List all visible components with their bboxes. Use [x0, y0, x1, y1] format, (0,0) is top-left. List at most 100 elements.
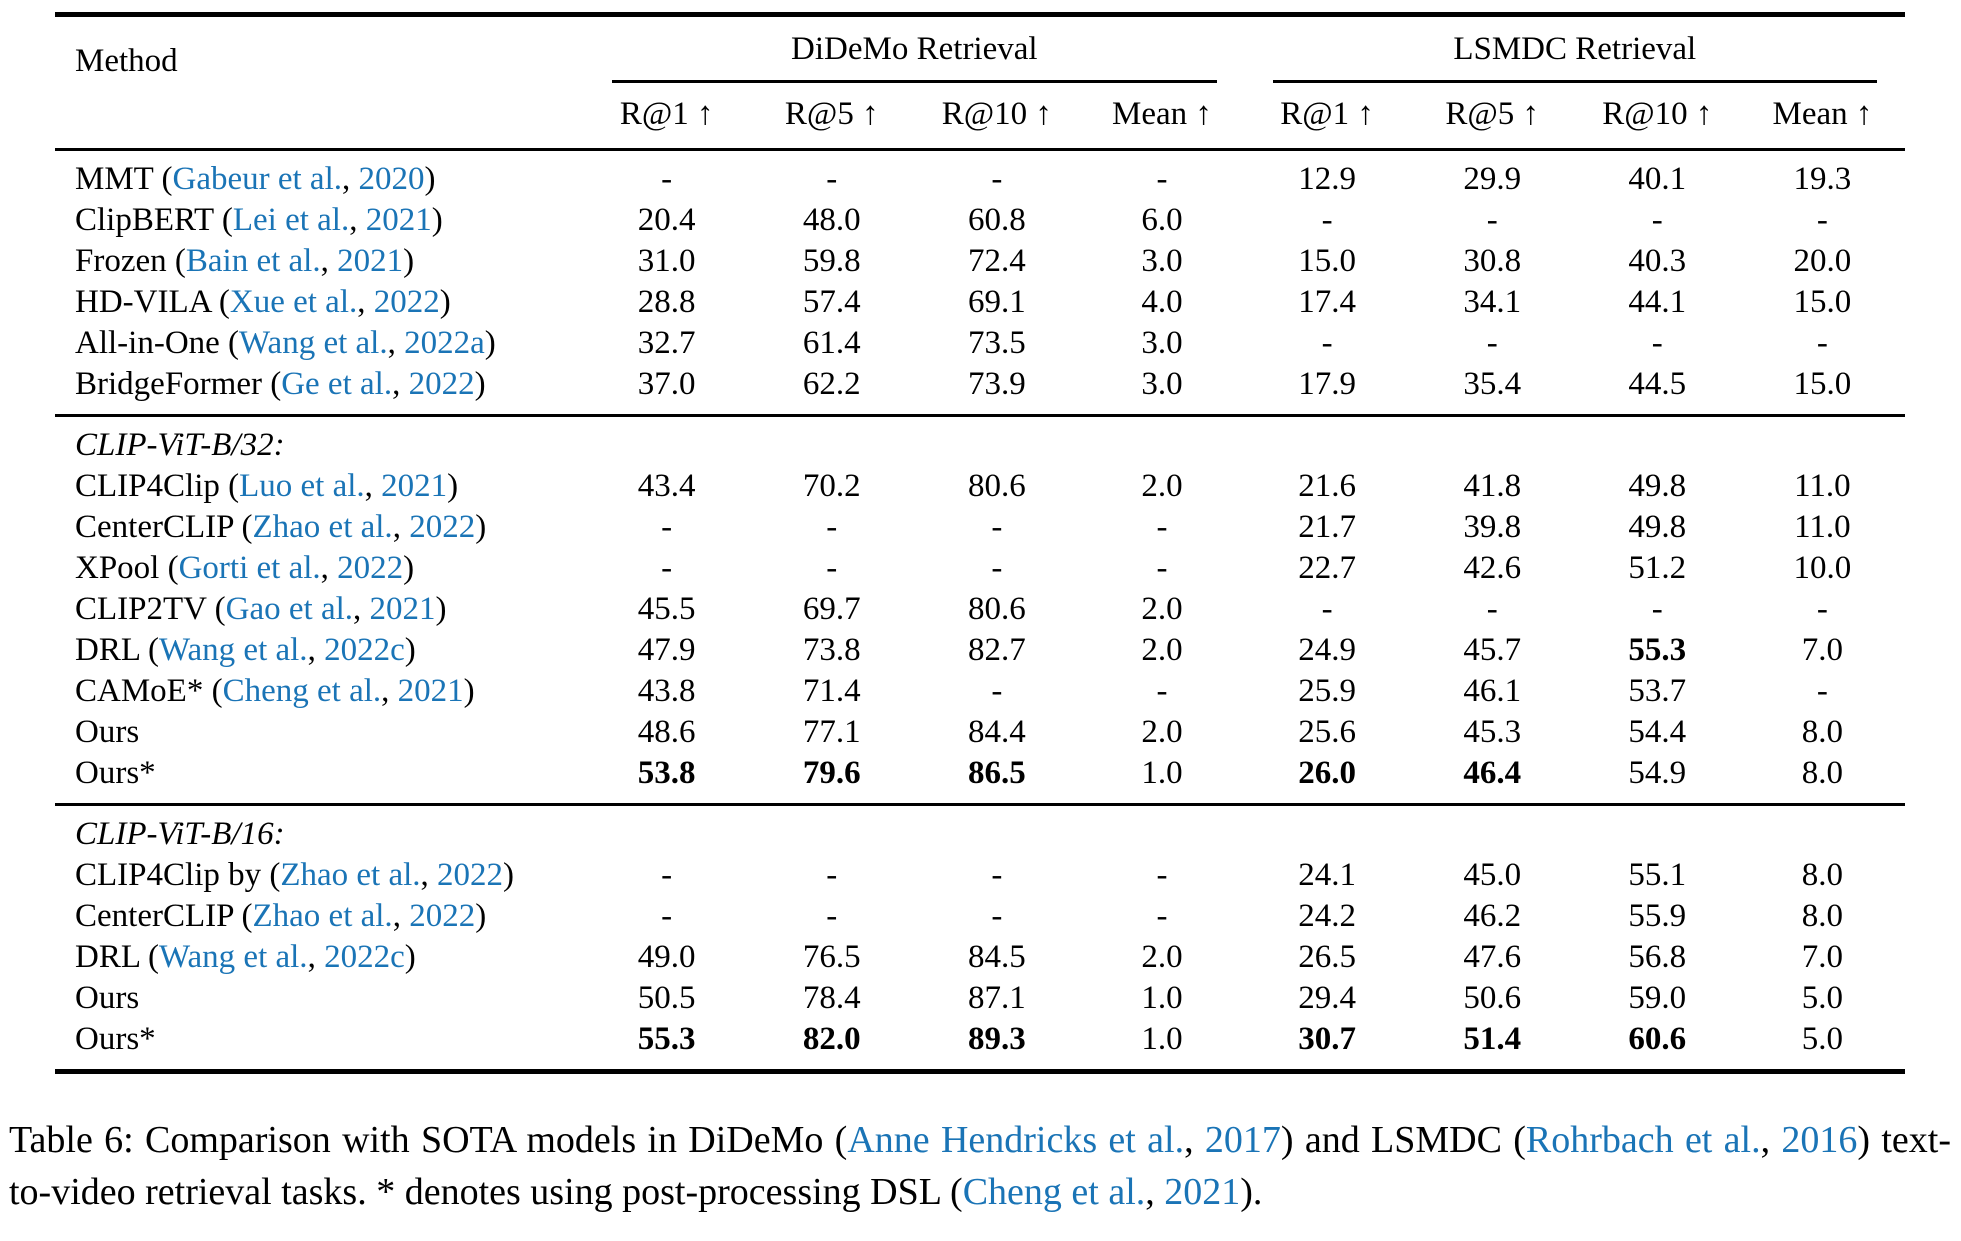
value-cell: 70.2 — [802, 468, 861, 504]
citation-link[interactable]: 2022 — [409, 509, 476, 545]
text-segment: CenterCLIP ( — [75, 509, 253, 545]
value-cell: - — [1651, 591, 1663, 627]
value-cell: 69.1 — [967, 284, 1026, 320]
citation-link[interactable]: Cheng et al. — [222, 673, 382, 709]
citation-link[interactable]: Zhao et al. — [252, 509, 393, 545]
value-cell: 55.9 — [1628, 898, 1687, 934]
table-row: BridgeFormer (Ge et al., 2022) 37.0 62.2 73… — [55, 364, 1905, 416]
table-row: Frozen (Bain et al., 2021) 31.0 59.8 72.4 3.… — [55, 241, 1905, 282]
value-cell: 24.9 — [1298, 632, 1356, 668]
text-segment: CLIP2TV ( — [75, 591, 226, 627]
citation-link[interactable]: Wang et al. — [159, 632, 308, 668]
citation-link[interactable]: 2021 — [369, 591, 436, 627]
citation-link[interactable]: 2022 — [408, 366, 475, 402]
citation-link[interactable]: 2022c — [324, 939, 405, 975]
table-section-2: CLIP-ViT-B/16: CLIP4Clip by (Zhao et al.,… — [55, 804, 1905, 1072]
value-cell: 19.3 — [1793, 161, 1852, 197]
value-cell: 32.7 — [637, 325, 696, 361]
method-cell: Frozen (Bain et al., 2021) — [55, 241, 584, 282]
value-cell: 29.9 — [1463, 161, 1522, 197]
citation-link[interactable]: 2022a — [404, 325, 485, 361]
text-segment: CAMoE* ( — [75, 673, 223, 709]
value-cell: 1.0 — [1141, 755, 1183, 791]
citation-link[interactable]: 2021 — [381, 468, 448, 504]
method-cell: CLIP4Clip (Luo et al., 2021) — [55, 466, 584, 507]
citation-link[interactable]: 2022 — [337, 550, 404, 586]
table-row: DRL (Wang et al., 2022c) 49.0 76.5 84.5 2.0 2… — [55, 937, 1905, 978]
citation-link[interactable]: Zhao et al. — [252, 898, 393, 934]
metric-header-lsmdc-2: R@10 ↑ — [1602, 96, 1713, 132]
text-segment: ) — [484, 325, 496, 361]
citation-link[interactable]: 2020 — [358, 161, 425, 197]
value-cell: 49.8 — [1628, 509, 1687, 545]
value-cell: 15.0 — [1793, 366, 1852, 402]
value-cell: - — [1156, 509, 1168, 545]
citation-link[interactable]: Anne Hendricks et al. — [847, 1119, 1185, 1161]
citation-link[interactable]: Gorti et al. — [178, 550, 321, 586]
value-cell: 49.8 — [1628, 468, 1687, 504]
value-cell: 2.0 — [1141, 632, 1183, 668]
citation-link[interactable]: Gabeur et al. — [172, 161, 343, 197]
value-cell: 55.1 — [1628, 857, 1687, 893]
value-cell: 46.1 — [1463, 673, 1522, 709]
value-cell: 53.8 — [637, 755, 696, 791]
citation-link[interactable]: Rohrbach et al. — [1525, 1119, 1761, 1161]
value-cell: 53.7 — [1628, 673, 1687, 709]
value-cell: 82.7 — [967, 632, 1026, 668]
value-cell: 47.6 — [1463, 939, 1522, 975]
citation-link[interactable]: Xue et al. — [229, 284, 358, 320]
value-cell: - — [1486, 591, 1498, 627]
metric-header-didemo-2: R@10 ↑ — [941, 96, 1052, 132]
citation-link[interactable]: 2021 — [397, 673, 464, 709]
citation-link[interactable]: Luo et al. — [239, 468, 365, 504]
value-cell: 60.8 — [967, 202, 1026, 238]
citation-link[interactable]: 2016 — [1781, 1119, 1858, 1161]
citation-link[interactable]: 2021 — [1164, 1171, 1241, 1213]
text-segment: All-in-One ( — [75, 325, 240, 361]
text-segment: ). — [1240, 1171, 1263, 1213]
citation-link[interactable]: 2022c — [324, 632, 405, 668]
table-row: Ours* 55.3 82.0 89.3 1.0 30.7 51.4 60.6 5.0 — [55, 1019, 1905, 1072]
method-cell: Ours — [55, 978, 584, 1019]
citation-link[interactable]: Lei et al. — [232, 202, 350, 238]
text-segment: Ours* — [75, 1021, 156, 1057]
citation-link[interactable]: Zhao et al. — [280, 857, 421, 893]
citation-link[interactable]: Wang et al. — [239, 325, 388, 361]
value-cell: 84.4 — [967, 714, 1026, 750]
citation-link[interactable]: 2017 — [1204, 1119, 1281, 1161]
value-cell: 78.4 — [802, 980, 861, 1016]
value-cell: 24.1 — [1298, 857, 1356, 893]
results-table: Method DiDeMo Retrieval LSMDC Retrieval … — [55, 12, 1905, 1074]
value-cell: 73.9 — [967, 366, 1026, 402]
table-row: Ours 48.6 77.1 84.4 2.0 25.6 45.3 54.4 8.0 — [55, 712, 1905, 753]
group-header-didemo: DiDeMo Retrieval — [584, 15, 1244, 83]
section-label-row: CLIP-ViT-B/32: — [55, 416, 1905, 467]
citation-link[interactable]: Bain et al. — [185, 243, 321, 279]
table-caption: Table 6: Comparison with SOTA models in … — [9, 1114, 1951, 1218]
metric-header-didemo-1: R@5 ↑ — [784, 96, 879, 132]
citation-link[interactable]: 2021 — [365, 202, 432, 238]
citation-link[interactable]: 2022 — [373, 284, 440, 320]
value-cell: 51.2 — [1628, 550, 1687, 586]
text-segment: ) — [424, 161, 436, 197]
value-cell: 28.8 — [637, 284, 696, 320]
value-cell: - — [1486, 202, 1498, 238]
value-cell: - — [826, 857, 838, 893]
citation-link[interactable]: 2022 — [409, 898, 476, 934]
group-header-row: Method DiDeMo Retrieval LSMDC Retrieval — [55, 15, 1905, 83]
citation-link[interactable]: Wang et al. — [159, 939, 308, 975]
citation-link[interactable]: Cheng et al. — [962, 1171, 1146, 1213]
citation-link[interactable]: Ge et al. — [281, 366, 393, 402]
value-cell: 7.0 — [1801, 939, 1844, 975]
value-cell: 84.5 — [967, 939, 1026, 975]
text-segment: ) — [404, 632, 416, 668]
text-segment: , — [381, 673, 398, 709]
citation-link[interactable]: 2022 — [437, 857, 504, 893]
value-cell: 40.3 — [1628, 243, 1687, 279]
text-segment: , — [1760, 1119, 1782, 1161]
value-cell: 43.8 — [637, 673, 696, 709]
text-segment: ) — [403, 550, 415, 586]
citation-link[interactable]: Gao et al. — [225, 591, 354, 627]
value-cell: 41.8 — [1463, 468, 1522, 504]
citation-link[interactable]: 2021 — [337, 243, 404, 279]
